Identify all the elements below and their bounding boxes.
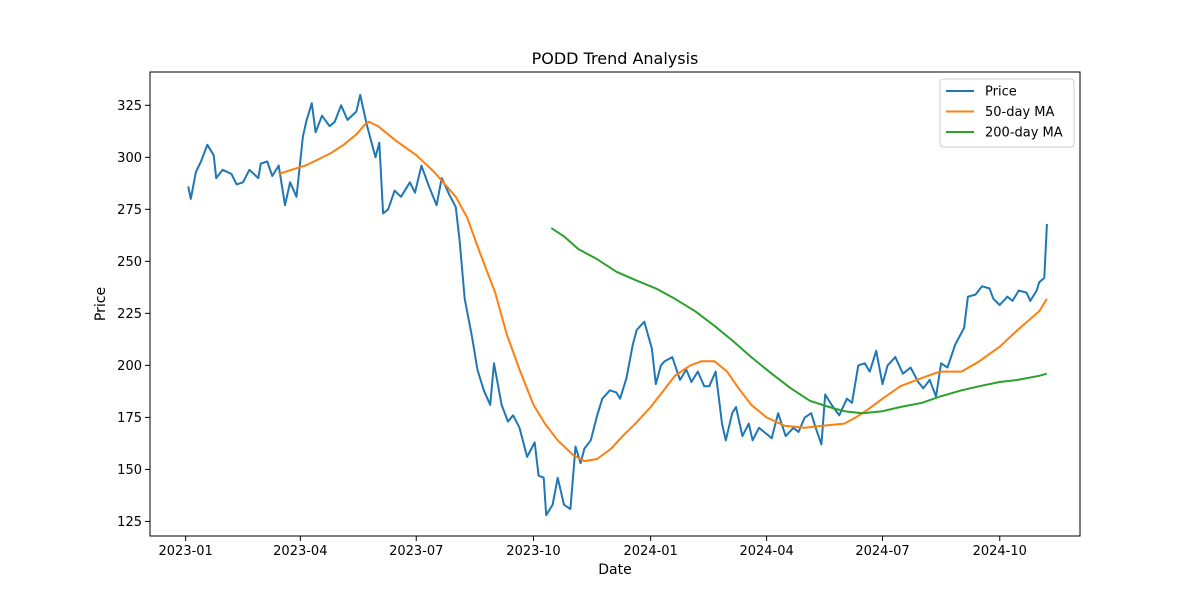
legend-box [939,78,1075,148]
series-line-200-day-ma [550,227,1048,415]
x-tick-label: 2023-07 [389,544,443,559]
x-tick-label: 2023-01 [159,544,213,559]
y-tick-label: 125 [117,515,142,530]
y-axis: 125 150 175 200 225 250 275 300 325 [117,99,150,530]
series-line-50-day-ma [278,120,1048,463]
x-axis-label: Date [598,562,631,578]
legend: Price 50-day MA 200-day MA [939,78,1075,148]
x-tick-label: 2023-10 [506,544,560,559]
y-tick-label: 275 [117,203,142,218]
x-tick-label: 2024-04 [739,544,793,559]
plot-area [187,93,1048,517]
legend-label: Price [985,85,1017,100]
y-tick-label: 200 [117,359,142,374]
x-tick-label: 2023-04 [273,544,327,559]
x-tick-label: 2024-10 [973,544,1027,559]
x-tick-label: 2024-01 [624,544,678,559]
y-tick-label: 225 [117,307,142,322]
chart-title: PODD Trend Analysis [532,49,699,68]
y-tick-label: 175 [117,411,142,426]
x-tick-label: 2024-07 [855,544,909,559]
y-tick-label: 250 [117,255,142,270]
y-tick-label: 300 [117,151,142,166]
legend-label: 200-day MA [985,126,1063,141]
plot-frame [149,71,1081,537]
y-tick-label: 325 [117,99,142,114]
series-line-price [187,93,1048,517]
x-axis: 2023-01 2023-04 2023-07 2023-10 2024-01 2024-… [159,536,1027,559]
y-tick-label: 150 [117,463,142,478]
legend-label: 50-day MA [985,105,1054,120]
y-axis-label: Price [93,287,109,321]
